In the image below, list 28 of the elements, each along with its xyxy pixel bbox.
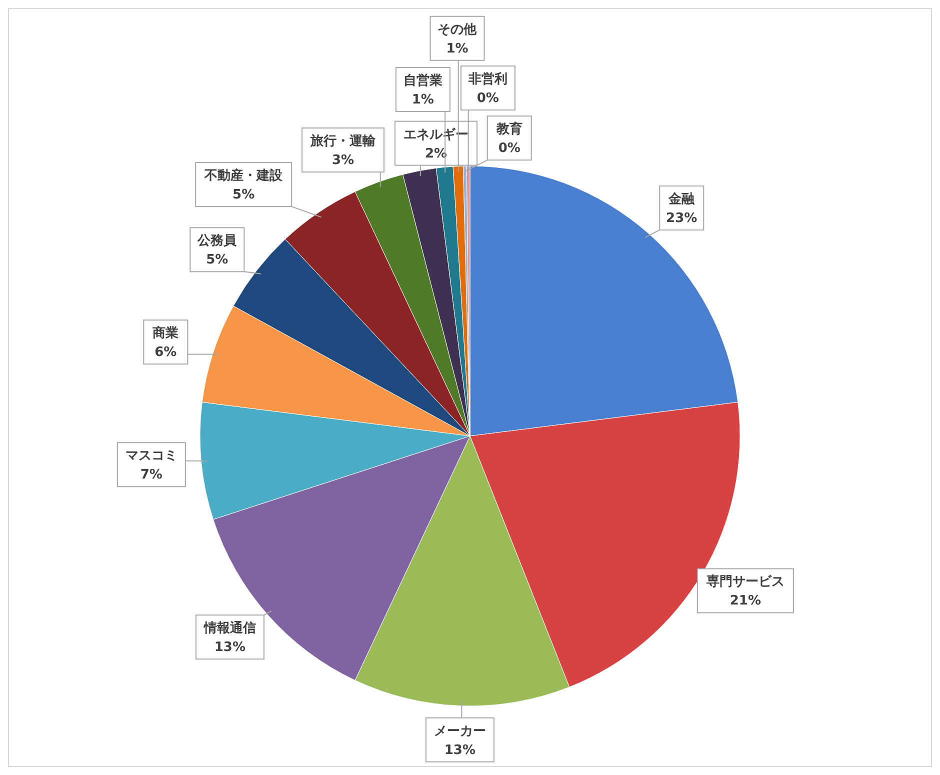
data-label: 1%	[446, 41, 468, 56]
data-label: 13%	[444, 742, 476, 758]
slice-label: 専門サービス	[705, 574, 784, 590]
slice-label: メーカー	[434, 724, 486, 739]
data-label: 6%	[154, 345, 177, 360]
slice-label: エネルギー	[403, 127, 468, 142]
data-label: 0%	[498, 141, 520, 156]
slice-label: マスコミ	[125, 448, 178, 464]
data-label: 2%	[424, 146, 448, 162]
data-label: 3%	[332, 152, 354, 168]
slice-label: 旅行・運輸	[309, 132, 376, 149]
slice-label: 非営利	[467, 71, 508, 88]
slice-label: 教育	[495, 121, 522, 138]
slice-label: 自営業	[403, 72, 442, 89]
slice-label: 公務員	[196, 234, 238, 249]
data-label: 13%	[214, 640, 246, 656]
data-label: 23%	[666, 210, 698, 226]
data-label: 5%	[232, 188, 255, 203]
slice-label: その他	[438, 22, 478, 38]
slice-label: 金融	[668, 192, 696, 207]
data-label: 1%	[412, 92, 434, 108]
data-label: 7%	[140, 468, 162, 483]
slice-label: 情報通信	[202, 620, 256, 636]
data-label: 5%	[206, 252, 228, 268]
data-label: 21%	[730, 594, 761, 609]
slice-label: 商業	[152, 325, 179, 342]
data-label: 0%	[476, 91, 499, 106]
slice-label: 不動産・建設	[204, 168, 284, 184]
